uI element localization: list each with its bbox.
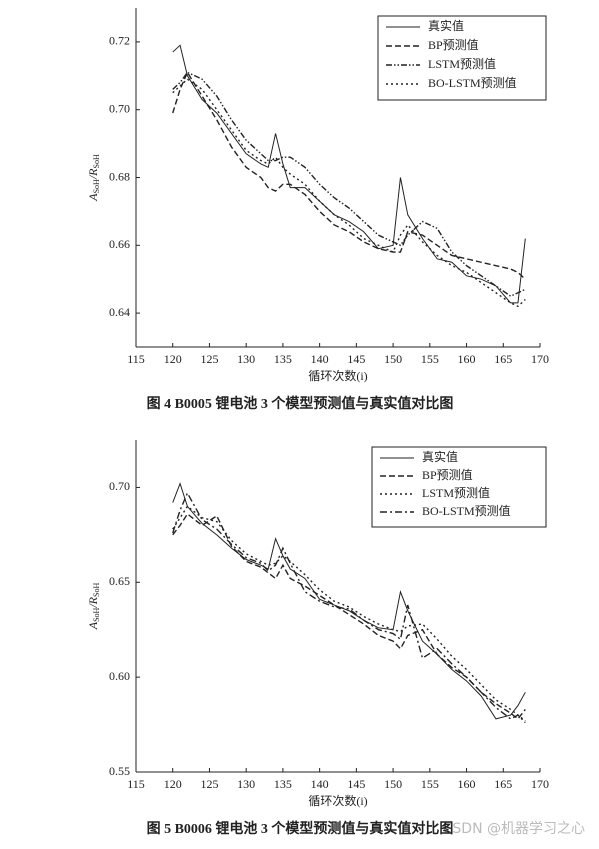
y-tick-label: 0.65 — [109, 574, 130, 588]
legend-label: 真实值 — [422, 449, 458, 464]
legend-label: LSTM预测值 — [422, 485, 490, 500]
x-tick-label: 125 — [200, 777, 218, 791]
legend-label: LSTM预测值 — [428, 56, 496, 71]
x-tick-label: 145 — [347, 777, 365, 791]
y-axis-label-part: SoH — [92, 154, 101, 168]
series-line — [172, 505, 526, 722]
x-tick-label: 150 — [384, 352, 402, 366]
y-axis-label-part: A — [86, 193, 100, 202]
y-axis-label: ASoH/RSoH — [86, 154, 101, 202]
figure-caption: 图 5 B0006 锂电池 3 个模型预测值与真实值对比图 — [147, 820, 454, 837]
y-axis-label-part: SoH — [92, 583, 101, 597]
x-tick-label: 150 — [384, 777, 402, 791]
legend-label: BO-LSTM预测值 — [422, 503, 511, 518]
x-tick-label: 115 — [127, 352, 145, 366]
series-line — [172, 71, 526, 297]
x-tick-label: 125 — [200, 352, 218, 366]
x-tick-label: 155 — [421, 352, 439, 366]
series-line — [172, 491, 526, 724]
figure-caption: 图 4 B0005 锂电池 3 个模型预测值与真实值对比图 — [147, 395, 454, 412]
y-tick-label: 0.60 — [109, 669, 130, 683]
y-tick-label: 0.70 — [109, 479, 130, 493]
x-tick-label: 160 — [458, 352, 476, 366]
x-tick-label: 135 — [274, 352, 292, 366]
y-axis-label-part: A — [86, 621, 100, 630]
series-line — [172, 512, 526, 720]
x-tick-label: 120 — [164, 777, 182, 791]
x-tick-label: 155 — [421, 777, 439, 791]
legend-label: BP预测值 — [422, 467, 473, 482]
y-axis-label-part: /R — [86, 596, 100, 608]
x-tick-label: 145 — [347, 352, 365, 366]
x-tick-label: 140 — [311, 352, 329, 366]
x-tick-label: 165 — [494, 777, 512, 791]
x-tick-label: 120 — [164, 352, 182, 366]
y-tick-label: 0.68 — [109, 169, 130, 183]
x-tick-label: 130 — [237, 352, 255, 366]
y-tick-label: 0.66 — [109, 237, 130, 251]
x-tick-label: 140 — [311, 777, 329, 791]
series-line — [172, 70, 526, 280]
y-axis-label: ASoH/RSoH — [86, 583, 101, 631]
series-line — [172, 78, 526, 308]
y-axis-label-part: SoH — [92, 607, 101, 621]
legend-box — [371, 446, 547, 528]
x-tick-label: 165 — [494, 352, 512, 366]
y-tick-label: 0.64 — [109, 305, 130, 319]
legend-label: 真实值 — [428, 18, 464, 33]
y-axis-label-part: /R — [86, 168, 100, 180]
x-tick-label: 135 — [274, 777, 292, 791]
legend-label: BP预测值 — [428, 37, 479, 52]
legend-box — [377, 15, 547, 101]
x-tick-label: 130 — [237, 777, 255, 791]
y-tick-label: 0.72 — [109, 34, 130, 48]
legend-label: BO-LSTM预测值 — [428, 75, 517, 90]
x-tick-label: 170 — [531, 777, 549, 791]
y-tick-label: 0.55 — [109, 764, 130, 778]
y-tick-label: 0.70 — [109, 101, 130, 115]
series-line — [172, 44, 526, 304]
watermark: CSDN @机器学习之心 — [443, 821, 585, 837]
x-tick-label: 160 — [458, 777, 476, 791]
x-axis-label: 循环次数(i) — [308, 793, 367, 808]
x-axis-label: 循环次数(i) — [308, 368, 367, 383]
x-tick-label: 170 — [531, 352, 549, 366]
y-axis-label-part: SoH — [92, 179, 101, 193]
x-tick-label: 115 — [127, 777, 145, 791]
